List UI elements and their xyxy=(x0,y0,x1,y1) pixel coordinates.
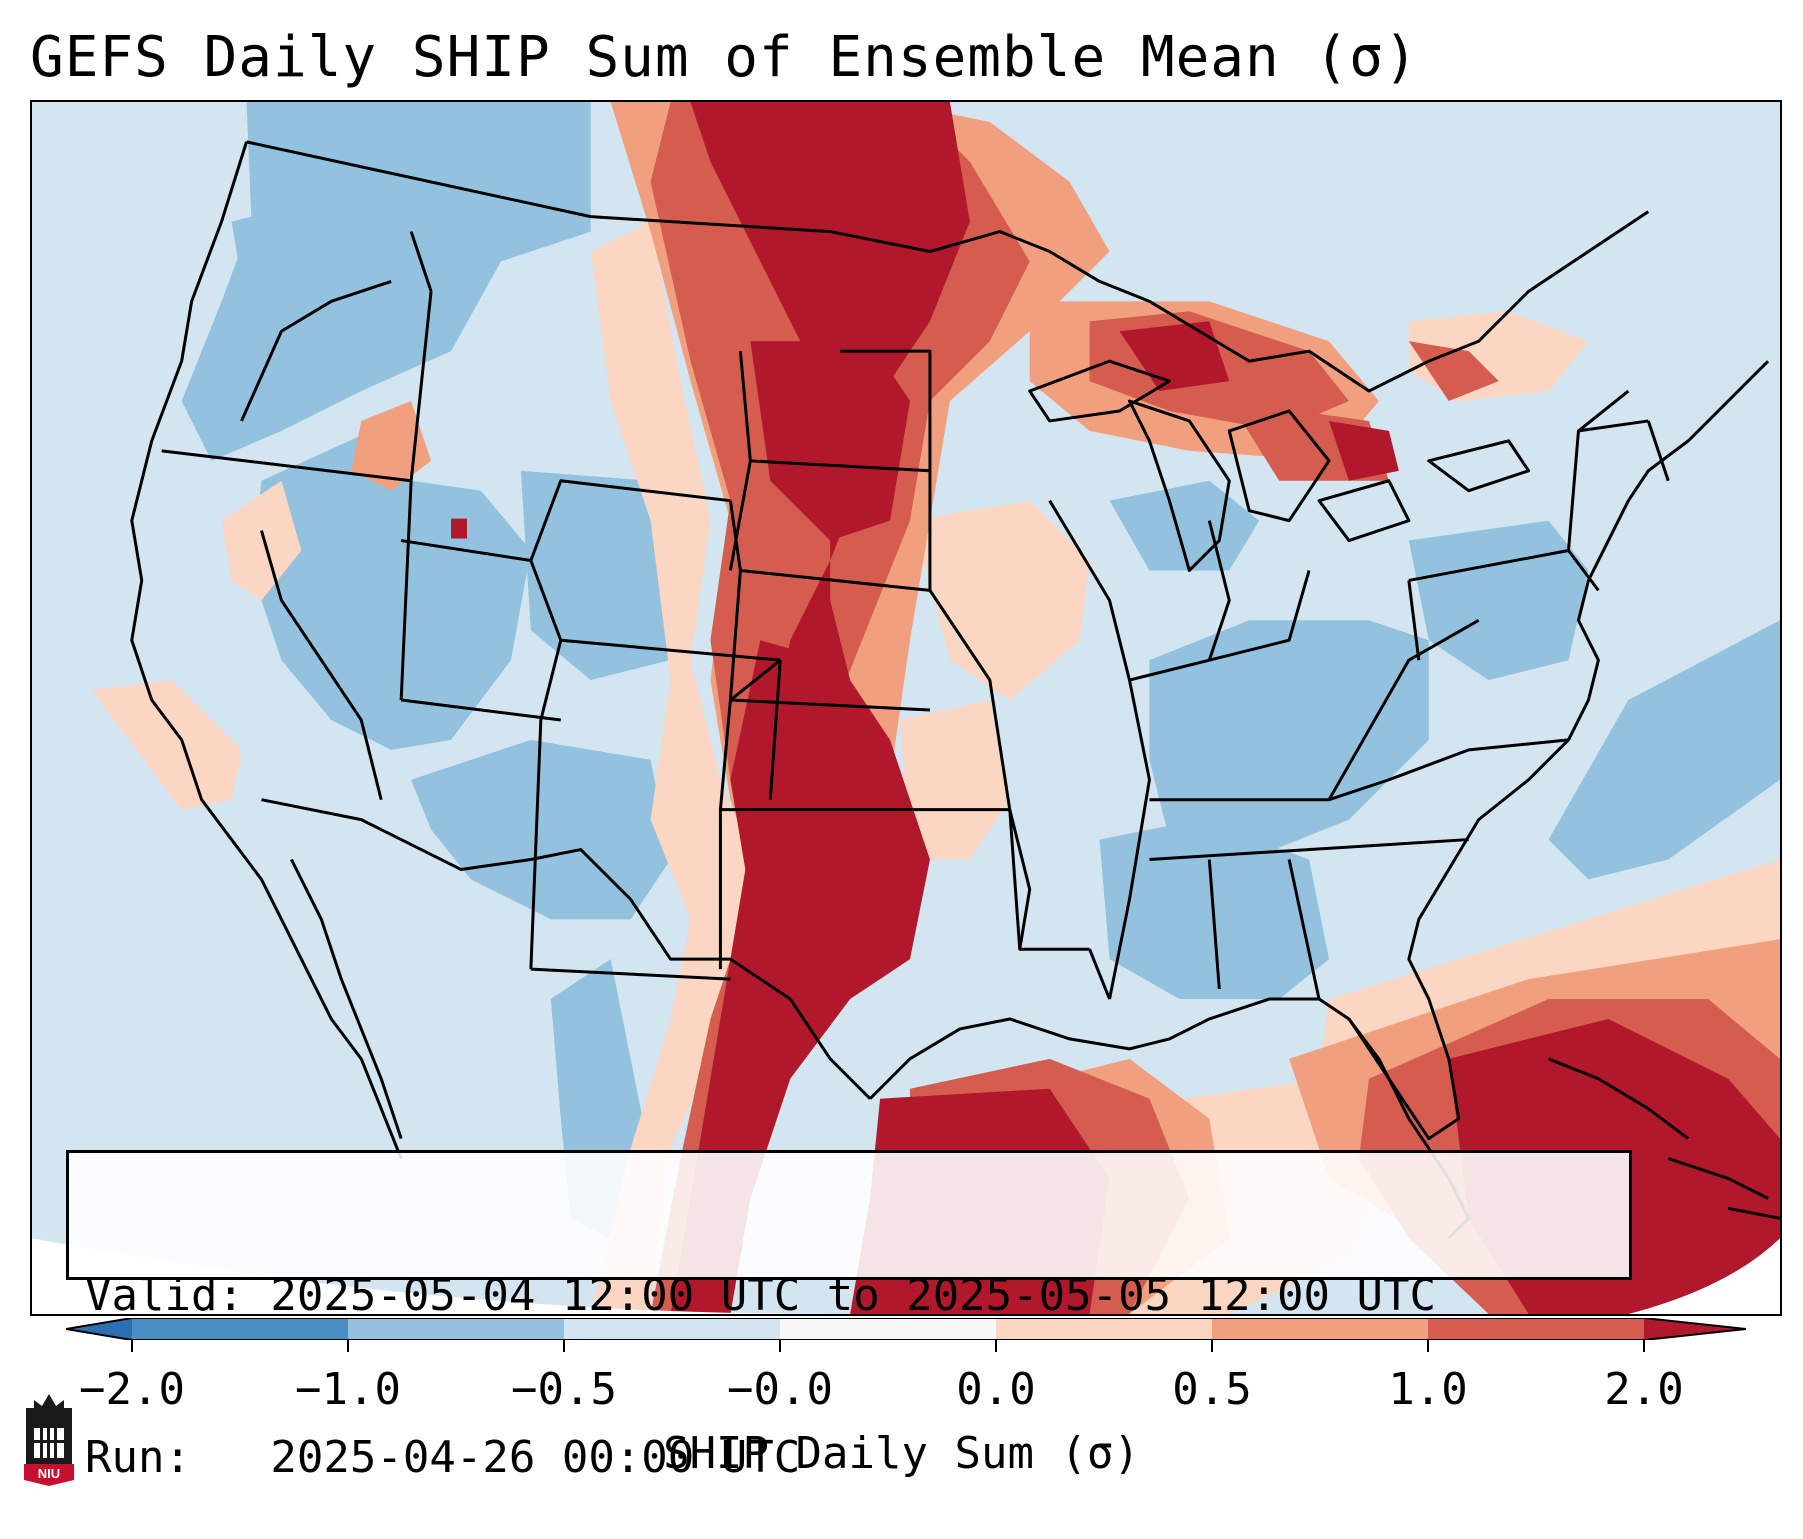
colorbar-tick-label: −0.5 xyxy=(511,1364,617,1415)
colorbar-tick-mark xyxy=(1211,1340,1213,1352)
colorbar-tick-label: −2.0 xyxy=(79,1364,185,1415)
outside-domain xyxy=(32,1238,831,1314)
colorbar-extend-high xyxy=(1644,1318,1746,1340)
niu-logo-icon: NIU xyxy=(20,1390,78,1486)
colorbar-bin xyxy=(996,1318,1212,1340)
colorbar-tick-mark xyxy=(347,1340,349,1352)
map-title: GEFS Daily SHIP Sum of Ensemble Mean (σ) xyxy=(30,25,1419,90)
colorbar-tick-mark xyxy=(563,1340,565,1352)
colorbar-tick-mark xyxy=(995,1340,997,1352)
outside-domain-right xyxy=(1628,1238,1780,1314)
colorbar-ticks: −2.0 −1.0 −0.5 −0.0 0.0 0.5 1.0 2.0 xyxy=(0,1340,1803,1415)
ship-anomaly-map xyxy=(32,102,1780,1314)
colorbar-extend-low xyxy=(66,1318,132,1340)
colorbar-bin xyxy=(1428,1318,1644,1340)
colorbar-bin xyxy=(348,1318,564,1340)
colorbar-bin xyxy=(564,1318,780,1340)
colorbar-tick-mark xyxy=(1643,1340,1645,1352)
map-boundaries xyxy=(130,140,1780,1240)
colorbar-tick-label: 0.0 xyxy=(956,1364,1036,1415)
valid-time-text: Valid: 2025-05-04 12:00 UTC to 2025-05-0… xyxy=(85,1270,1437,1321)
colorbar-label: SHIP Daily Sum (σ) xyxy=(663,1428,1140,1479)
valid-run-info-box: Valid: 2025-05-04 12:00 UTC to 2025-05-0… xyxy=(66,1150,1632,1483)
colorbar-bar xyxy=(66,1318,1746,1340)
colorbar-bin xyxy=(780,1318,996,1340)
colorbar-tick-label: 0.5 xyxy=(1172,1364,1252,1415)
map-panel xyxy=(30,100,1782,1316)
run-time-text: Run: 2025-04-26 00:00 UTC xyxy=(85,1432,801,1483)
colorbar-bin xyxy=(132,1318,348,1340)
colorbar-tick-mark xyxy=(779,1340,781,1352)
colorbar-tick-label: 1.0 xyxy=(1388,1364,1468,1415)
colorbar-tick-label: −0.0 xyxy=(727,1364,833,1415)
svg-text:NIU: NIU xyxy=(38,1466,60,1481)
colorbar xyxy=(66,1318,1746,1340)
colorbar-tick-mark xyxy=(1427,1340,1429,1352)
colorbar-tick-label: −1.0 xyxy=(295,1364,401,1415)
colorbar-tick-mark xyxy=(131,1340,133,1352)
colorbar-tick-label: 2.0 xyxy=(1604,1364,1684,1415)
colorbar-bin xyxy=(1212,1318,1428,1340)
